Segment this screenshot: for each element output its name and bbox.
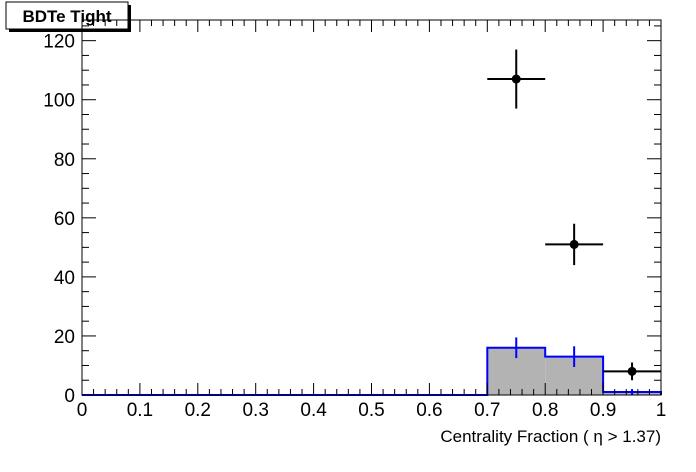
y-tick-label: 0 — [64, 386, 75, 407]
x-axis-title: Centrality Fraction ( η > 1.37) — [440, 427, 661, 446]
x-tick-label: 0.6 — [416, 400, 442, 421]
data-points-layer — [487, 49, 661, 381]
chart-title: BDTe Tight — [22, 7, 111, 26]
x-tick-label: 0.8 — [532, 400, 558, 421]
y-tick-label: 120 — [43, 32, 75, 53]
data-point — [511, 74, 521, 84]
y-tick-label: 60 — [54, 209, 75, 230]
data-point — [627, 366, 637, 376]
axes-layer: 0 0.1 0.2 0.3 0.4 0.5 0.6 0.7 0.8 0.9 1 0 20 40 60 80 10… — [43, 20, 666, 421]
y-tick-label: 80 — [54, 150, 75, 171]
x-tick-label: 0.2 — [185, 400, 211, 421]
y-tick-label: 40 — [54, 268, 75, 289]
x-tick-label: 1 — [656, 400, 667, 421]
x-tick-label: 0.4 — [300, 400, 327, 421]
title-box-shadow — [128, 5, 131, 32]
x-tick-label: 0.7 — [474, 400, 500, 421]
title-box — [5, 1, 129, 30]
x-tick-label: 0.3 — [242, 400, 268, 421]
title-box-shadow-bottom — [9, 29, 131, 32]
x-tick-label: 0.9 — [590, 400, 616, 421]
x-tick-label: 0.1 — [127, 400, 153, 421]
plot-frame — [81, 19, 662, 396]
x-tick-label: 0 — [77, 400, 88, 421]
y-tick-label: 100 — [43, 91, 75, 112]
histogram-outline — [82, 346, 662, 396]
data-point — [569, 239, 579, 249]
y-tick-label: 20 — [54, 327, 75, 348]
histogram-layer — [82, 337, 662, 396]
x-tick-label: 0.5 — [358, 400, 384, 421]
